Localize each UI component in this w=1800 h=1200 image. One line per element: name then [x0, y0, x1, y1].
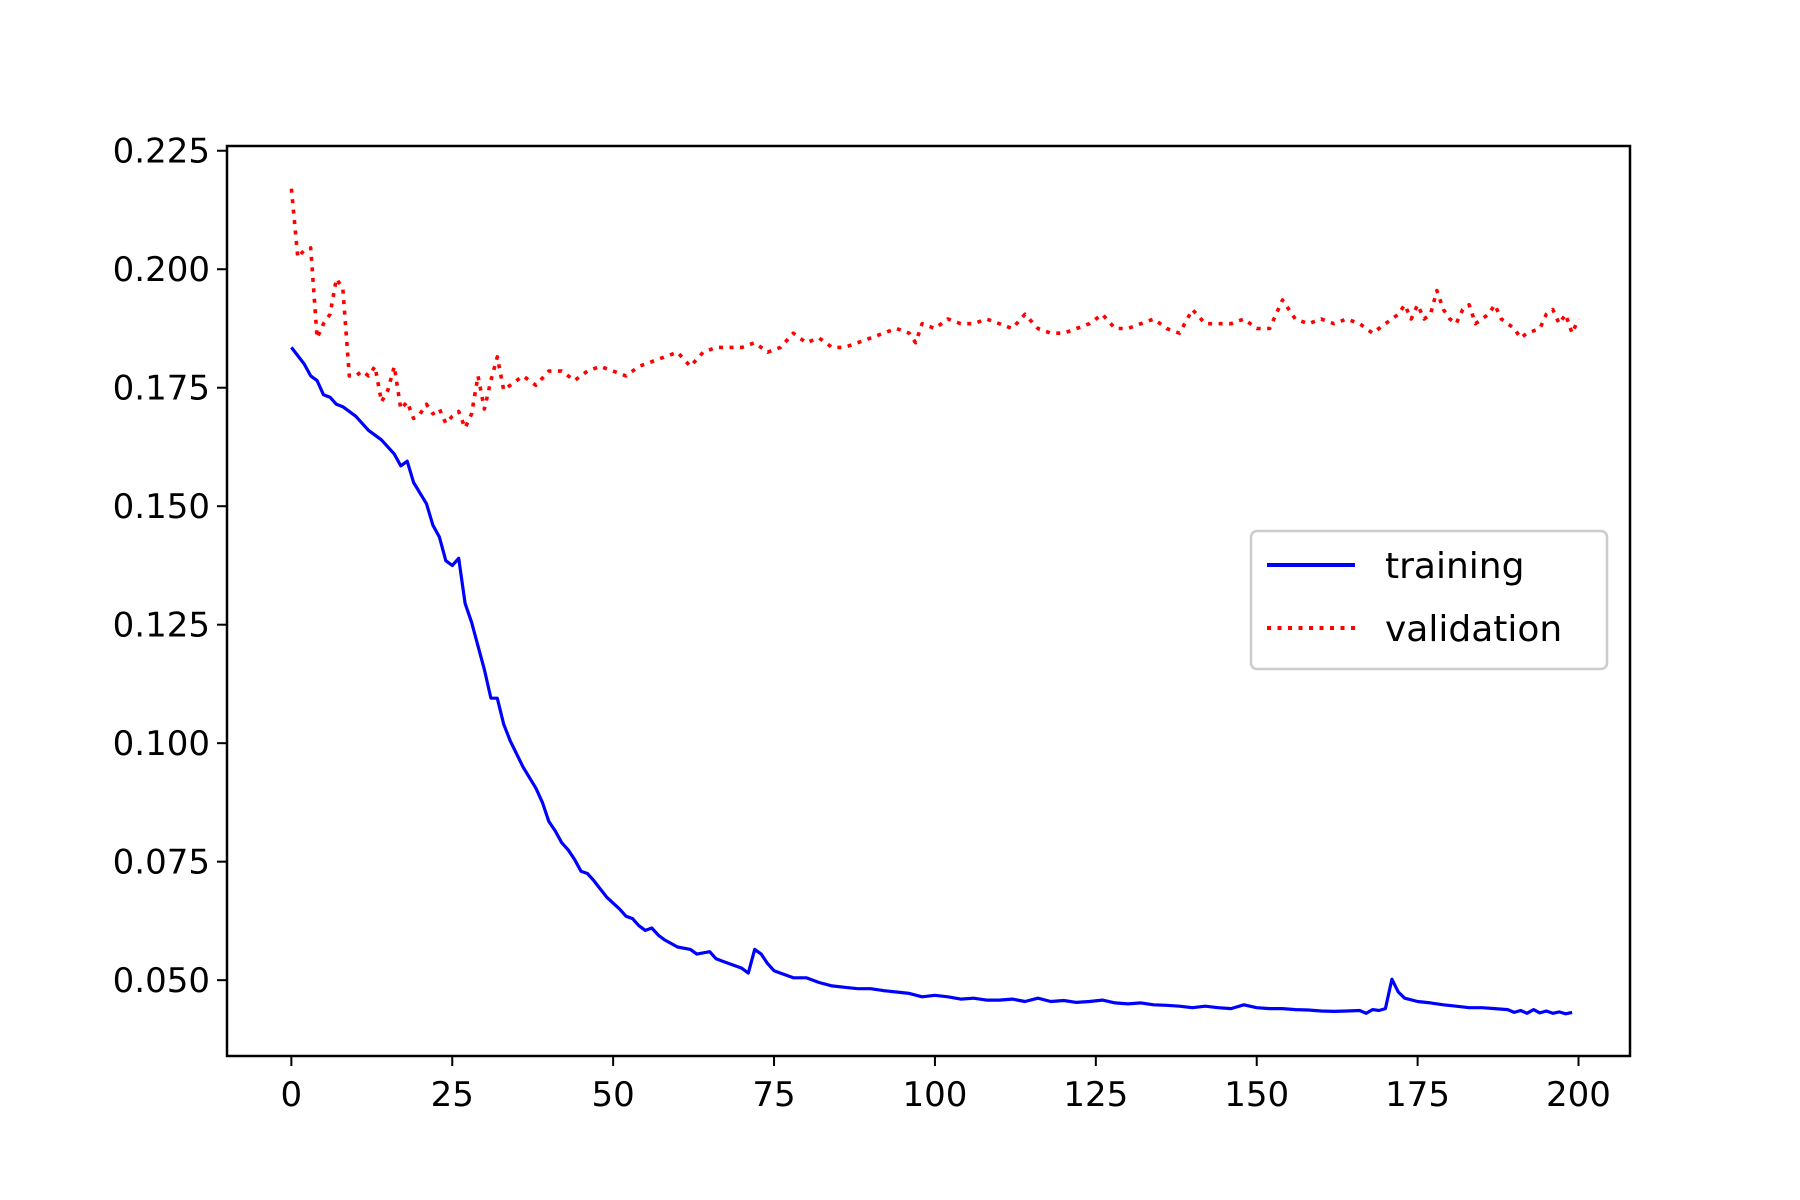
x-tick-label: 75 — [752, 1075, 795, 1115]
y-tick-label: 0.150 — [113, 487, 210, 527]
y-tick-label: 0.050 — [113, 961, 210, 1001]
plot-frame — [225, 144, 1632, 1058]
y-tick-label: 0.075 — [113, 843, 210, 883]
x-tick-label: 150 — [1224, 1075, 1289, 1115]
series-layer — [289, 188, 1581, 1016]
x-tick-label: 100 — [902, 1075, 967, 1115]
series-line-validation — [289, 188, 1581, 430]
y-tick-label: 0.225 — [113, 132, 210, 172]
y-axis: 0.050 0.075 0.100 0.125 0.150 0.175 0.200 0.225 — [113, 132, 227, 1001]
x-tick-label: 0 — [281, 1075, 303, 1115]
series-line-training — [290, 346, 1573, 1016]
y-tick-label: 0.125 — [113, 606, 210, 646]
y-tick-label: 0.100 — [113, 724, 210, 764]
y-tick-label: 0.175 — [113, 369, 210, 409]
legend: training validation — [1249, 529, 1609, 671]
x-axis: 0 25 50 75 100 125 150 175 200 — [281, 1056, 1611, 1115]
x-tick-label: 175 — [1385, 1075, 1450, 1115]
y-tick-label: 0.200 — [113, 250, 210, 290]
x-tick-label: 25 — [431, 1075, 474, 1115]
x-tick-label: 125 — [1063, 1075, 1128, 1115]
x-tick-label: 200 — [1546, 1075, 1611, 1115]
x-tick-label: 50 — [592, 1075, 635, 1115]
legend-label-training: training — [1385, 546, 1524, 587]
legend-label-validation: validation — [1385, 609, 1562, 650]
